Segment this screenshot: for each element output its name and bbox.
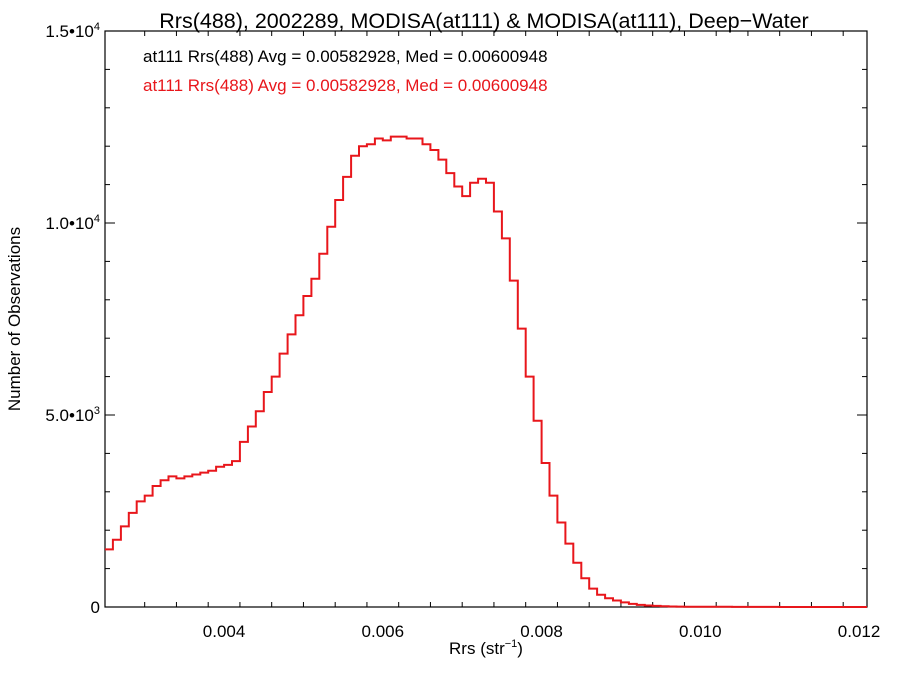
y-tick-label: 1.0•104 [45,213,100,233]
y-tick-label: 1.5•104 [45,21,100,41]
x-tick-label: 0.012 [838,622,881,641]
x-tick-label: 0.004 [203,622,246,641]
y-axis: 0 5.0•103 1.0•104 1.5•104 [45,21,867,617]
y-tick-label: 0 [91,598,100,617]
x-tick-label: 0.010 [679,622,722,641]
annotation-text: at111 Rrs(488) Avg = 0.00582928, Med = 0… [143,76,548,95]
y-tick-label: 5.0•103 [45,405,100,425]
annotations: at111 Rrs(488) Avg = 0.00582928, Med = 0… [143,47,548,95]
y-axis-label: Number of Observations [5,227,24,411]
plot-frame [104,30,868,608]
x-tick-label: 0.008 [520,622,563,641]
x-tick-label: 0.006 [362,622,405,641]
x-axis: 0.004 0.006 0.008 0.010 0.012 [144,31,881,641]
histogram-line [105,135,867,608]
chart-title: Rrs(488), 2002289, MODISA(at111) & MODIS… [159,9,808,33]
x-axis-label: Rrs (str−1) [449,638,523,658]
annotation-text: at111 Rrs(488) Avg = 0.00582928, Med = 0… [143,47,548,66]
